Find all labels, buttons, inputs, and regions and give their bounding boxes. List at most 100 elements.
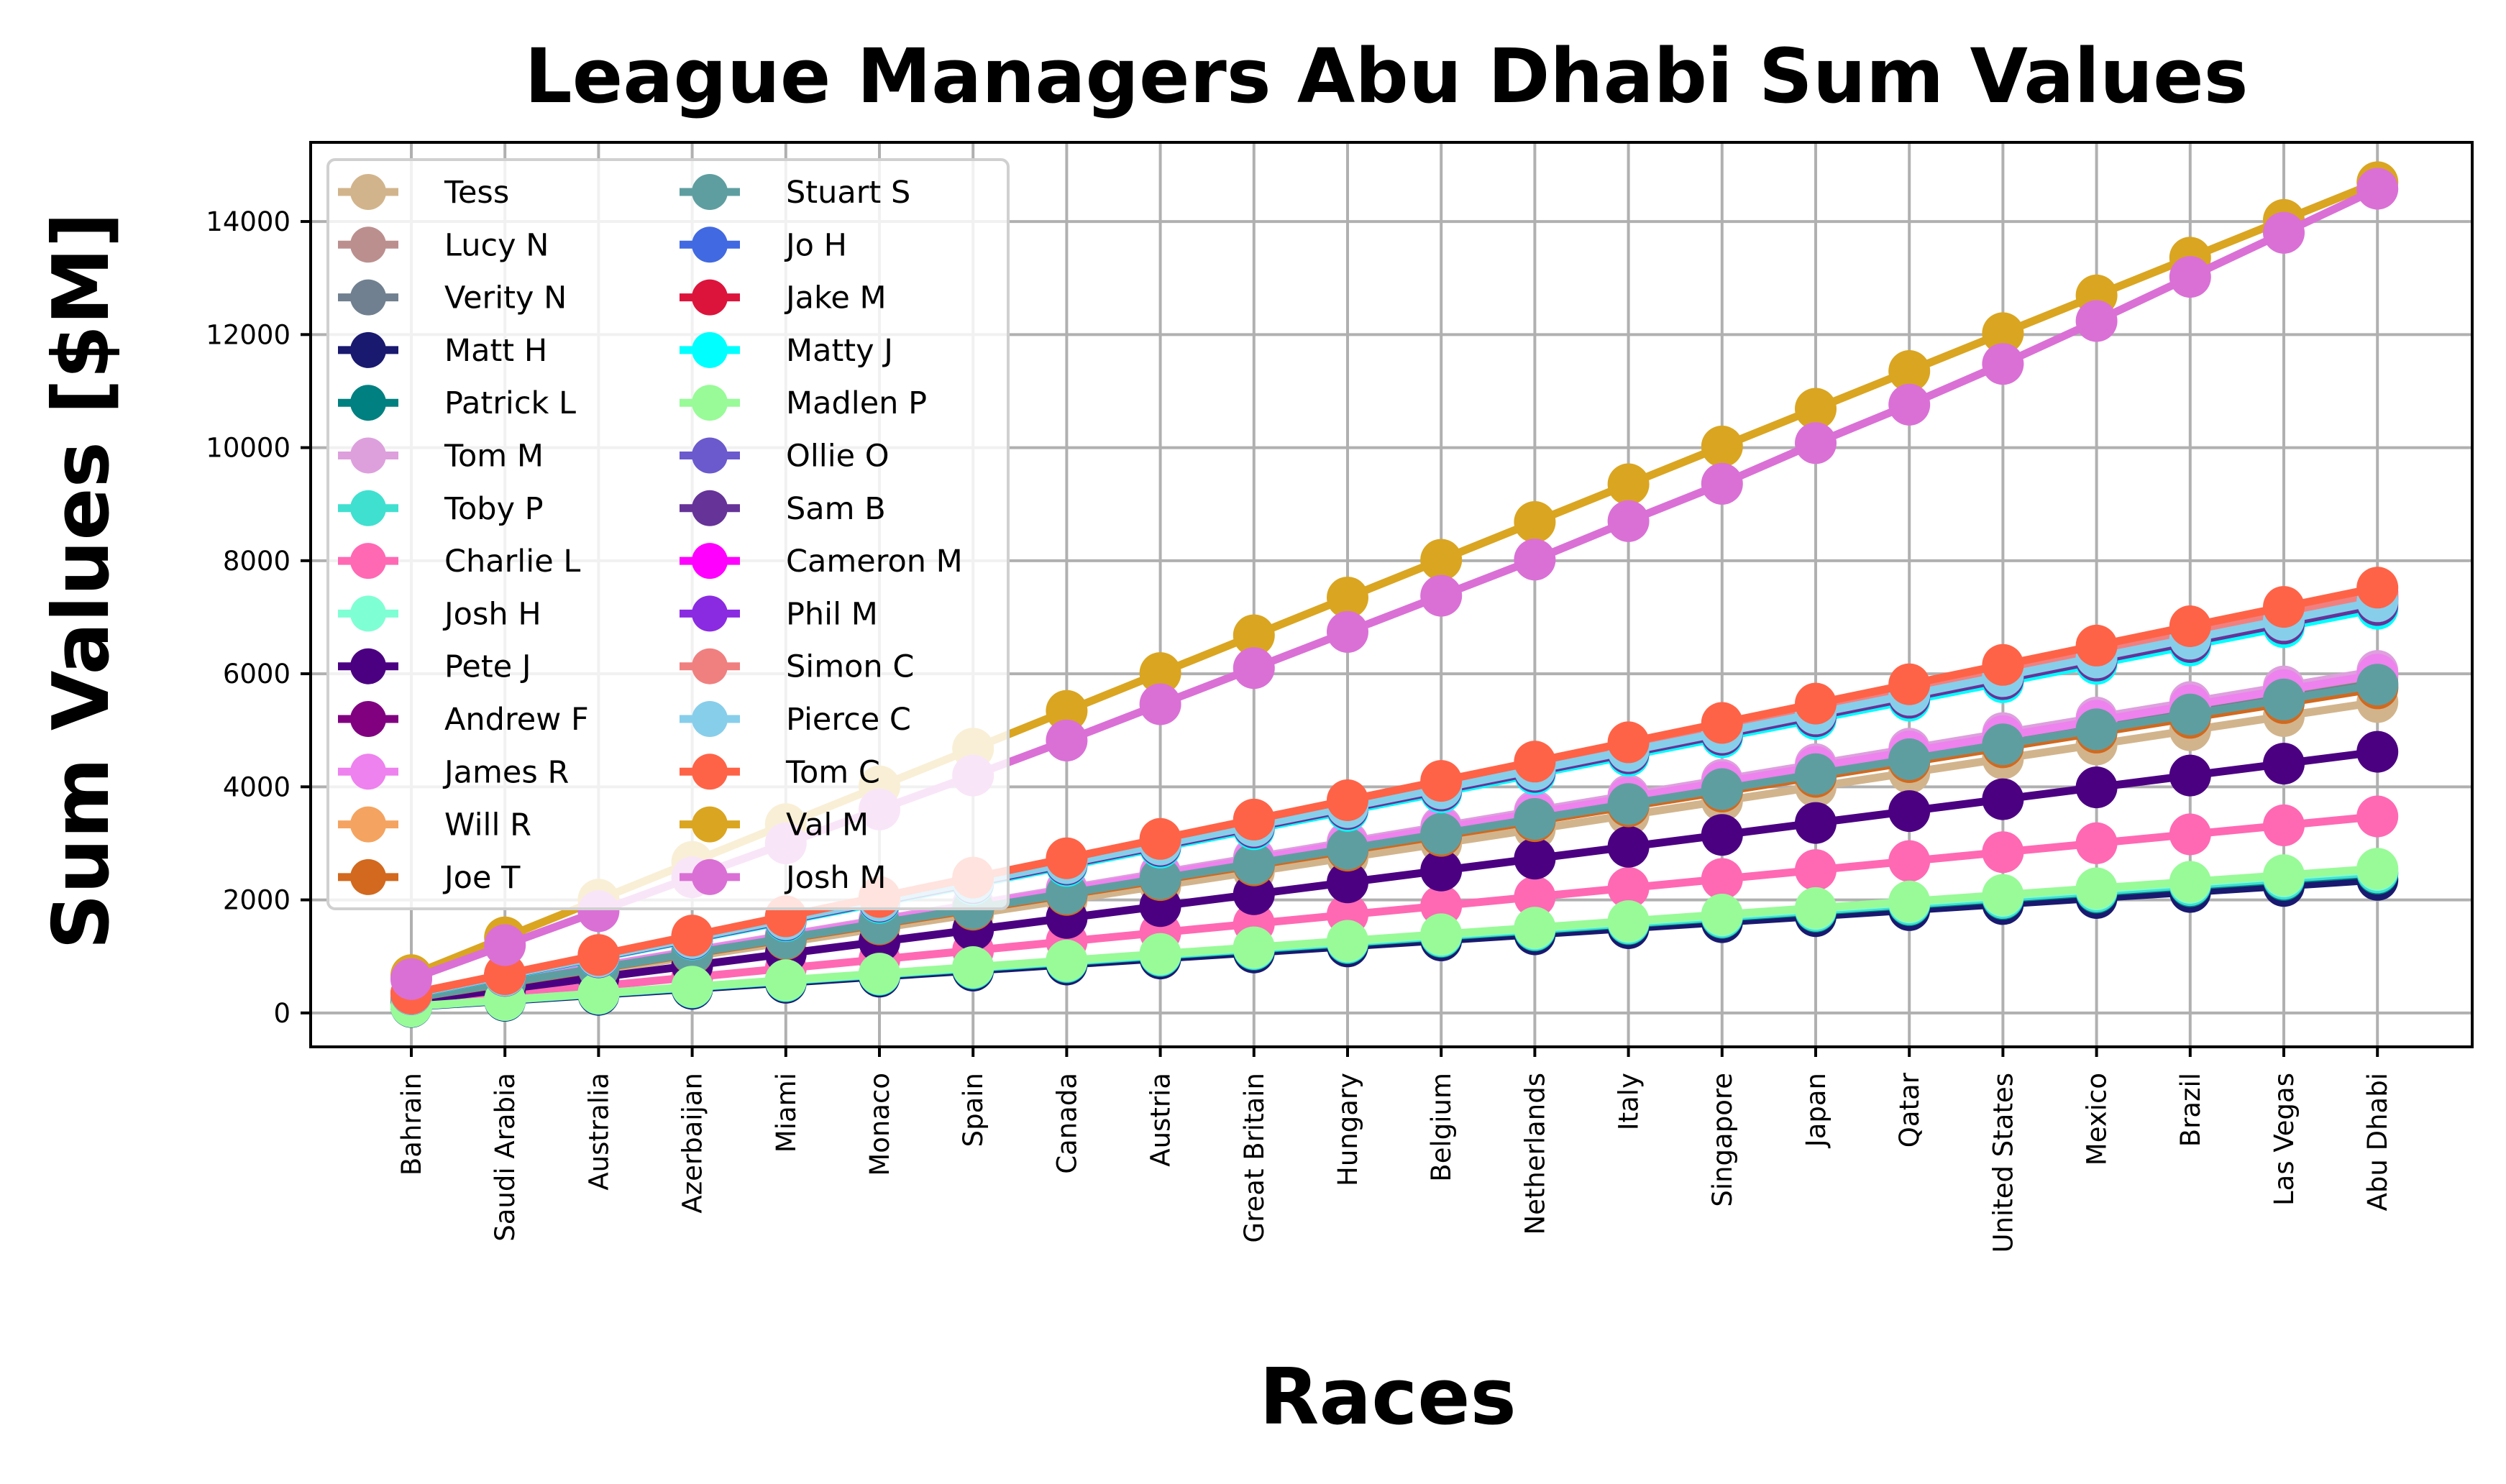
legend-item: Simon C [680,648,914,685]
data-point [1233,647,1275,690]
x-tick-label: Great Britain [1239,1073,1270,1243]
data-point [2263,678,2305,720]
series-line [411,748,2378,1005]
data-point [1795,388,1837,430]
y-tick-label: 4000 [223,771,291,802]
data-point [952,946,994,988]
x-tick-label: Netherlands [1519,1073,1550,1235]
data-point [2263,586,2305,628]
data-point [1888,840,1931,882]
data-point [1046,939,1088,981]
legend-item: Lucy N [338,226,549,263]
data-point [2356,168,2399,210]
data-point [1139,683,1181,725]
x-tick-label: Azerbaijan [677,1073,708,1214]
data-point [2075,822,2118,864]
data-point [2356,730,2399,773]
legend-marker [692,806,728,843]
legend-item: Ollie O [680,437,890,475]
legend-marker [350,385,386,421]
legend-marker [692,648,728,684]
x-tick-label: Mexico [2082,1073,2113,1165]
data-point [1795,422,1837,464]
data-point [1701,814,1743,856]
data-point [1982,874,2024,916]
data-point [1701,858,1743,900]
data-point [1046,690,1088,732]
data-point [577,934,620,976]
data-point [1795,802,1837,844]
data-point [1607,500,1650,542]
legend-item: Pete J [338,648,531,685]
data-point [1888,880,1931,922]
legend-item: Tess [338,174,509,211]
data-point [2263,804,2305,846]
legend-label: Jo H [784,227,847,263]
series-line [411,812,2378,1008]
x-tick-label: Saudi Arabia [490,1073,521,1242]
legend-item: Will R [338,806,531,843]
x-tick-label: Monaco [864,1073,895,1176]
legend-marker [350,226,386,263]
data-point [1795,753,1837,795]
data-point [2356,664,2399,706]
legend-item: Tom M [338,437,544,475]
data-point [1420,760,1463,802]
x-tick-label: United States [1988,1073,2018,1253]
legend-label: Patrick L [444,385,576,421]
series-group [390,161,2399,1028]
data-point [1420,812,1463,855]
legend-label: Phil M [786,596,878,632]
legend-label: Josh M [784,860,886,896]
data-point [2075,708,2118,751]
y-tick-label: 8000 [223,546,291,577]
legend-item: Josh M [680,858,886,896]
legend-label: Pete J [444,649,531,685]
data-point [1233,843,1275,885]
data-point [1514,907,1556,949]
legend-label: Matt H [444,333,547,369]
legend: Tess Lucy N Verity N Matt H Patrick L Tom M To… [326,158,1010,910]
legend-label: Simon C [786,649,914,685]
legend-marker [350,174,386,210]
legend-label: Madlen P [786,385,927,421]
legend-item: Phil M [680,595,878,632]
legend-label: Tom M [444,439,544,475]
data-point [1795,682,1837,725]
data-point [2263,854,2305,897]
data-point [1233,873,1275,915]
data-point [1607,783,1650,825]
legend-marker [692,490,728,526]
data-point [2356,848,2399,890]
data-point [2356,567,2399,609]
legend-marker [350,754,386,790]
legend-label: Toby P [444,491,544,527]
legend-label: Cameron M [786,544,963,580]
data-point [2169,861,2211,903]
legend-marker [350,648,386,684]
x-tick-label: Hungary [1332,1073,1363,1186]
legend-item: Andrew F [338,701,589,738]
data-point [1420,849,1463,892]
data-point [1514,798,1556,840]
data-point [484,924,526,966]
data-point [1888,790,1931,833]
data-point [1607,825,1650,868]
series-line [410,583,2379,998]
legend-label: Ollie O [786,439,890,475]
legend-item: Sam B [680,490,886,527]
x-tick-label: Singapore [1707,1073,1738,1207]
x-tick-label: Italy [1614,1073,1645,1130]
data-point [2075,867,2118,910]
data-point [1420,539,1463,581]
data-point [1420,913,1463,956]
legend-marker [692,543,728,580]
data-point [1888,350,1931,392]
legend-label: Val M [786,807,869,843]
data-point [1982,643,2024,686]
x-tick-label: Japan [1801,1073,1832,1148]
y-tick-label: 10000 [206,433,291,464]
data-point [1982,343,2024,385]
legend-marker [350,806,386,843]
